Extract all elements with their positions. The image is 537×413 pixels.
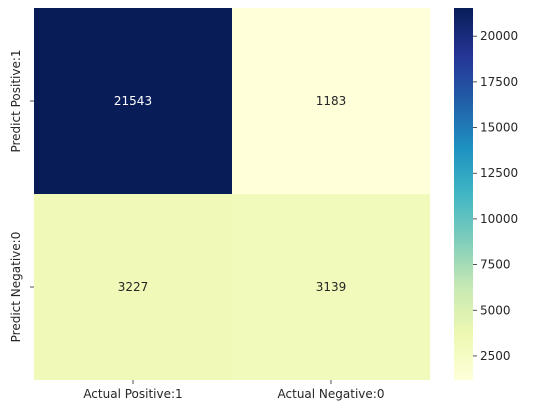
heatmap-cell [34, 8, 232, 194]
y-tick-label: Predict Negative:0 [9, 232, 23, 343]
x-tick-label: Actual Negative:0 [278, 387, 385, 401]
x-axis: Actual Positive:1 Actual Negative:0 [83, 380, 384, 401]
colorbar-tick-label: 2500 [480, 349, 511, 363]
colorbar-tick-label: 7500 [480, 258, 511, 272]
colorbar-tick-label: 17500 [480, 75, 518, 89]
heatmap-cell [232, 194, 430, 380]
colorbar-gradient [454, 8, 473, 380]
colorbar-tick-label: 10000 [480, 212, 518, 226]
colorbar-tick-label: 20000 [480, 29, 518, 43]
cell-value-label: 1183 [316, 94, 347, 108]
colorbar-tick-label: 5000 [480, 303, 511, 317]
y-tick-label: Predict Positive:1 [9, 49, 23, 152]
cell-value-label: 3139 [316, 280, 347, 294]
y-axis: Predict Positive:1 Predict Negative:0 [9, 49, 34, 342]
colorbar: 2500 5000 7500 10000 12500 15000 17500 20000 [454, 8, 518, 380]
heatmap-cell [34, 194, 232, 380]
colorbar-tick-label: 12500 [480, 166, 518, 180]
colorbar-tick-label: 15000 [480, 121, 518, 135]
x-tick-label: Actual Positive:1 [83, 387, 182, 401]
heatmap-cell [232, 8, 430, 194]
cell-value-label: 21543 [114, 94, 152, 108]
heatmap-cells: 21543 1183 3227 3139 [34, 8, 430, 380]
cell-value-label: 3227 [118, 280, 149, 294]
